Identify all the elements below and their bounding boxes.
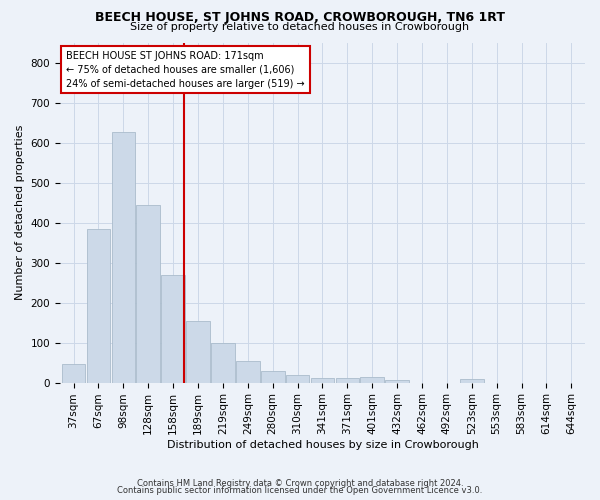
Y-axis label: Number of detached properties: Number of detached properties [15, 125, 25, 300]
Text: BEECH HOUSE ST JOHNS ROAD: 171sqm
← 75% of detached houses are smaller (1,606)
2: BEECH HOUSE ST JOHNS ROAD: 171sqm ← 75% … [66, 50, 305, 88]
Bar [186, 320, 210, 382]
Bar [236, 362, 260, 382]
Bar [62, 364, 85, 382]
Bar [261, 371, 284, 382]
Text: BEECH HOUSE, ST JOHNS ROAD, CROWBOROUGH, TN6 1RT: BEECH HOUSE, ST JOHNS ROAD, CROWBOROUGH,… [95, 12, 505, 24]
Bar [385, 380, 409, 382]
Bar [311, 378, 334, 382]
Bar [286, 376, 310, 382]
Bar [161, 274, 185, 382]
Bar [460, 380, 484, 382]
Text: Size of property relative to detached houses in Crowborough: Size of property relative to detached ho… [130, 22, 470, 32]
Bar [136, 204, 160, 382]
Bar [86, 230, 110, 382]
Text: Contains public sector information licensed under the Open Government Licence v3: Contains public sector information licen… [118, 486, 482, 495]
Bar [361, 377, 384, 382]
Bar [335, 378, 359, 382]
Bar [211, 344, 235, 382]
Text: Contains HM Land Registry data © Crown copyright and database right 2024.: Contains HM Land Registry data © Crown c… [137, 478, 463, 488]
X-axis label: Distribution of detached houses by size in Crowborough: Distribution of detached houses by size … [167, 440, 478, 450]
Bar [112, 132, 135, 382]
